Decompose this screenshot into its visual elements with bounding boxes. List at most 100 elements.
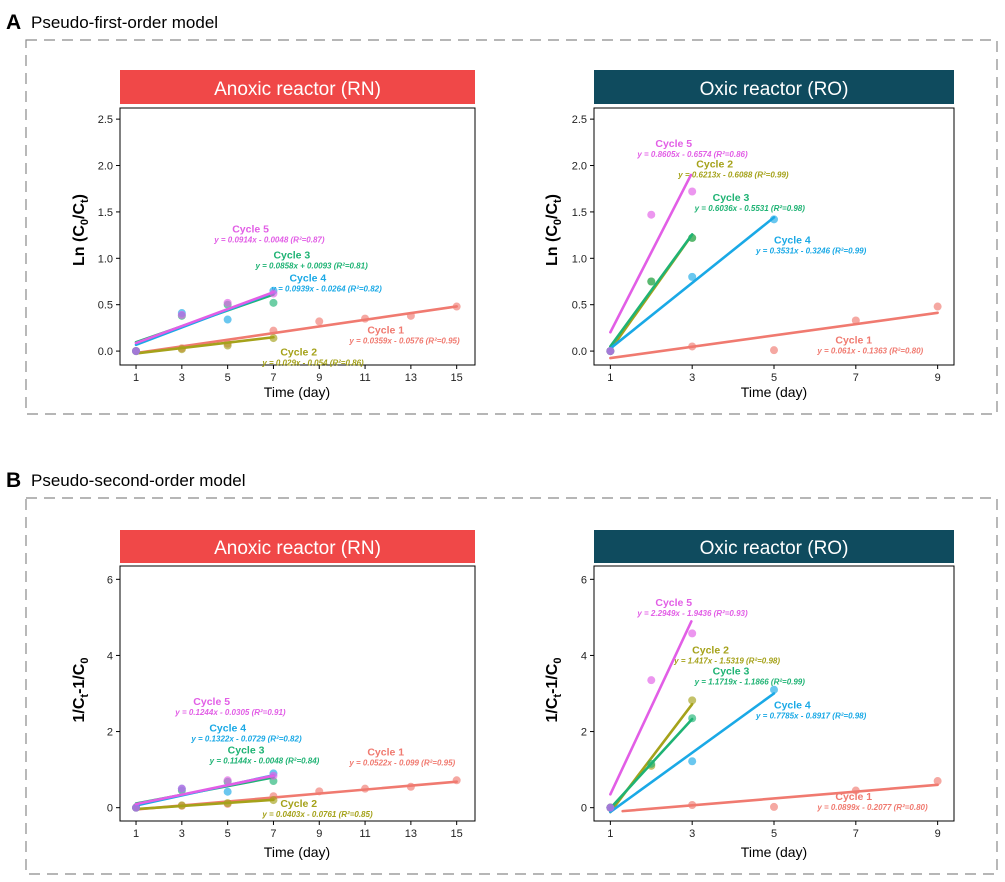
data-point xyxy=(269,298,278,307)
data-point xyxy=(315,317,324,326)
y-tick-label: 2.0 xyxy=(98,161,113,173)
y-tick-label: 0.5 xyxy=(572,300,587,312)
data-point xyxy=(647,277,656,286)
series-cycle-5: Cycle 5y = 2.2949x - 1.9436 (R²=0.93) xyxy=(606,597,748,812)
y-tick-label: 2.5 xyxy=(98,114,113,126)
y-tick-label: 4 xyxy=(581,650,587,662)
y-tick-label: 4 xyxy=(107,650,113,662)
data-point xyxy=(688,629,697,638)
data-point xyxy=(606,347,615,356)
panel-header-label: Oxic reactor (RO) xyxy=(700,538,849,559)
fit-line xyxy=(134,305,458,355)
series-equation-label: y = 0.0522x - 0.099 (R²=0.95) xyxy=(348,759,455,768)
fit-line xyxy=(134,335,275,355)
panel-anoxic-second-order: Anoxic reactor (RN) Time (day) 1/Ct-1/C0… xyxy=(71,530,476,860)
section-a-letter: A xyxy=(6,11,21,34)
x-tick-label: 7 xyxy=(270,372,276,384)
panel-oxic-first-order: Oxic reactor (RO) Time (day) Ln (C0/Ct) … xyxy=(544,70,955,400)
x-tick-label: 9 xyxy=(316,372,322,384)
data-point xyxy=(933,777,942,786)
series-equation-label: y = 0.1322x - 0.0729 (R²=0.82) xyxy=(190,735,302,744)
data-point xyxy=(688,272,697,281)
x-tick-label: 3 xyxy=(179,372,185,384)
data-point xyxy=(770,685,778,694)
x-tick-label: 1 xyxy=(607,828,613,840)
data-point xyxy=(770,802,778,811)
series-name-label: Cycle 5 xyxy=(232,223,269,235)
panel-oxic-second-order: Oxic reactor (RO) Time (day) 1/Ct-1/C0 1… xyxy=(544,530,955,860)
y-tick-label: 0.5 xyxy=(98,300,113,312)
y-tick-label: 6 xyxy=(107,574,113,586)
fit-line xyxy=(609,692,776,814)
data-point xyxy=(688,696,697,705)
series-name-label: Cycle 4 xyxy=(209,723,246,735)
series-name-label: Cycle 2 xyxy=(280,347,317,359)
x-tick-label: 5 xyxy=(771,828,777,840)
fit-line xyxy=(609,620,693,796)
data-point xyxy=(851,316,860,325)
plot-area xyxy=(119,107,476,366)
y-tick-label: 0 xyxy=(581,803,587,815)
section-b-title: Pseudo-second-order model xyxy=(31,471,246,490)
y-tick-label: 0.0 xyxy=(572,346,587,358)
series-name-label: Cycle 3 xyxy=(228,745,265,757)
data-point xyxy=(647,210,656,219)
series-name-label: Cycle 4 xyxy=(774,700,811,712)
panel-header-label: Anoxic reactor (RN) xyxy=(214,538,381,559)
x-tick-label: 7 xyxy=(853,828,859,840)
series-equation-label: y = 0.3531x - 0.3246 (R²=0.99) xyxy=(755,246,867,255)
panel-header-label: Oxic reactor (RO) xyxy=(700,79,849,100)
data-point xyxy=(770,346,778,355)
x-tick-label: 15 xyxy=(451,372,463,384)
data-point xyxy=(606,803,615,812)
x-tick-label: 7 xyxy=(853,372,859,384)
series-name-label: Cycle 5 xyxy=(193,696,230,708)
series-name-label: Cycle 1 xyxy=(835,335,872,347)
x-tick-label: 5 xyxy=(225,372,231,384)
series-name-label: Cycle 1 xyxy=(835,791,872,803)
fit-line xyxy=(134,774,275,806)
series-name-label: Cycle 5 xyxy=(655,138,692,150)
series-equation-label: y = 0.6036x - 0.5531 (R²=0.98) xyxy=(694,204,806,213)
y-axis-label: Ln (C0/Ct) xyxy=(544,194,564,266)
section-a-title: Pseudo-first-order model xyxy=(31,13,218,32)
y-tick-label: 0 xyxy=(107,803,113,815)
x-tick-label: 5 xyxy=(225,828,231,840)
series-equation-label: y = 0.0899x - 0.2077 (R²=0.80) xyxy=(816,803,928,812)
fit-line xyxy=(134,290,275,345)
series-equation-label: y = 2.2949x - 1.9436 (R²=0.93) xyxy=(636,609,748,618)
series-name-label: Cycle 2 xyxy=(692,645,729,657)
series-equation-label: y = 0.0914x - 0.0048 (R²=0.87) xyxy=(213,235,325,244)
series-equation-label: y = 1.1719x - 1.1866 (R²=0.99) xyxy=(694,677,806,686)
data-point xyxy=(933,302,942,311)
series-equation-label: y = 0.029x - 0.054 (R²=0.86) xyxy=(261,359,364,368)
data-point xyxy=(688,757,697,766)
series-equation-label: y = 0.8605x - 0.6574 (R²=0.86) xyxy=(636,150,748,159)
data-point xyxy=(647,676,656,685)
section-a-frame xyxy=(25,39,998,415)
series-equation-label: y = 0.1144x - 0.0048 (R²=0.84) xyxy=(209,757,320,766)
series-equation-label: y = 0.0939x - 0.0264 (R²=0.82) xyxy=(270,284,382,293)
series-equation-label: y = 0.0403x - 0.0761 (R²=0.85) xyxy=(261,810,373,819)
plot-area xyxy=(593,107,955,366)
series-equation-label: y = 0.7785x - 0.8917 (R²=0.98) xyxy=(755,712,867,721)
x-tick-label: 7 xyxy=(270,828,276,840)
y-tick-label: 2 xyxy=(107,727,113,739)
series-cycle-5: Cycle 5y = 0.8605x - 0.6574 (R²=0.86) xyxy=(606,138,748,356)
data-point xyxy=(223,298,232,307)
y-tick-label: 1.5 xyxy=(572,207,587,219)
y-tick-label: 2.5 xyxy=(572,114,587,126)
plot-area xyxy=(119,565,476,822)
x-tick-label: 13 xyxy=(405,372,417,384)
series-name-label: Cycle 4 xyxy=(289,272,326,284)
series-equation-label: y = 0.061x - 0.1363 (R²=0.80) xyxy=(816,347,923,356)
series-cycle-1: Cycle 1y = 0.0359x - 0.0576 (R²=0.95) xyxy=(132,302,461,356)
y-tick-label: 1.5 xyxy=(98,207,113,219)
series-name-label: Cycle 5 xyxy=(655,597,692,609)
series-name-label: Cycle 4 xyxy=(774,234,811,246)
data-point xyxy=(223,315,232,324)
x-tick-label: 1 xyxy=(133,372,139,384)
series-equation-label: y = 0.1244x - 0.0305 (R²=0.91) xyxy=(174,708,286,717)
x-tick-label: 1 xyxy=(133,828,139,840)
